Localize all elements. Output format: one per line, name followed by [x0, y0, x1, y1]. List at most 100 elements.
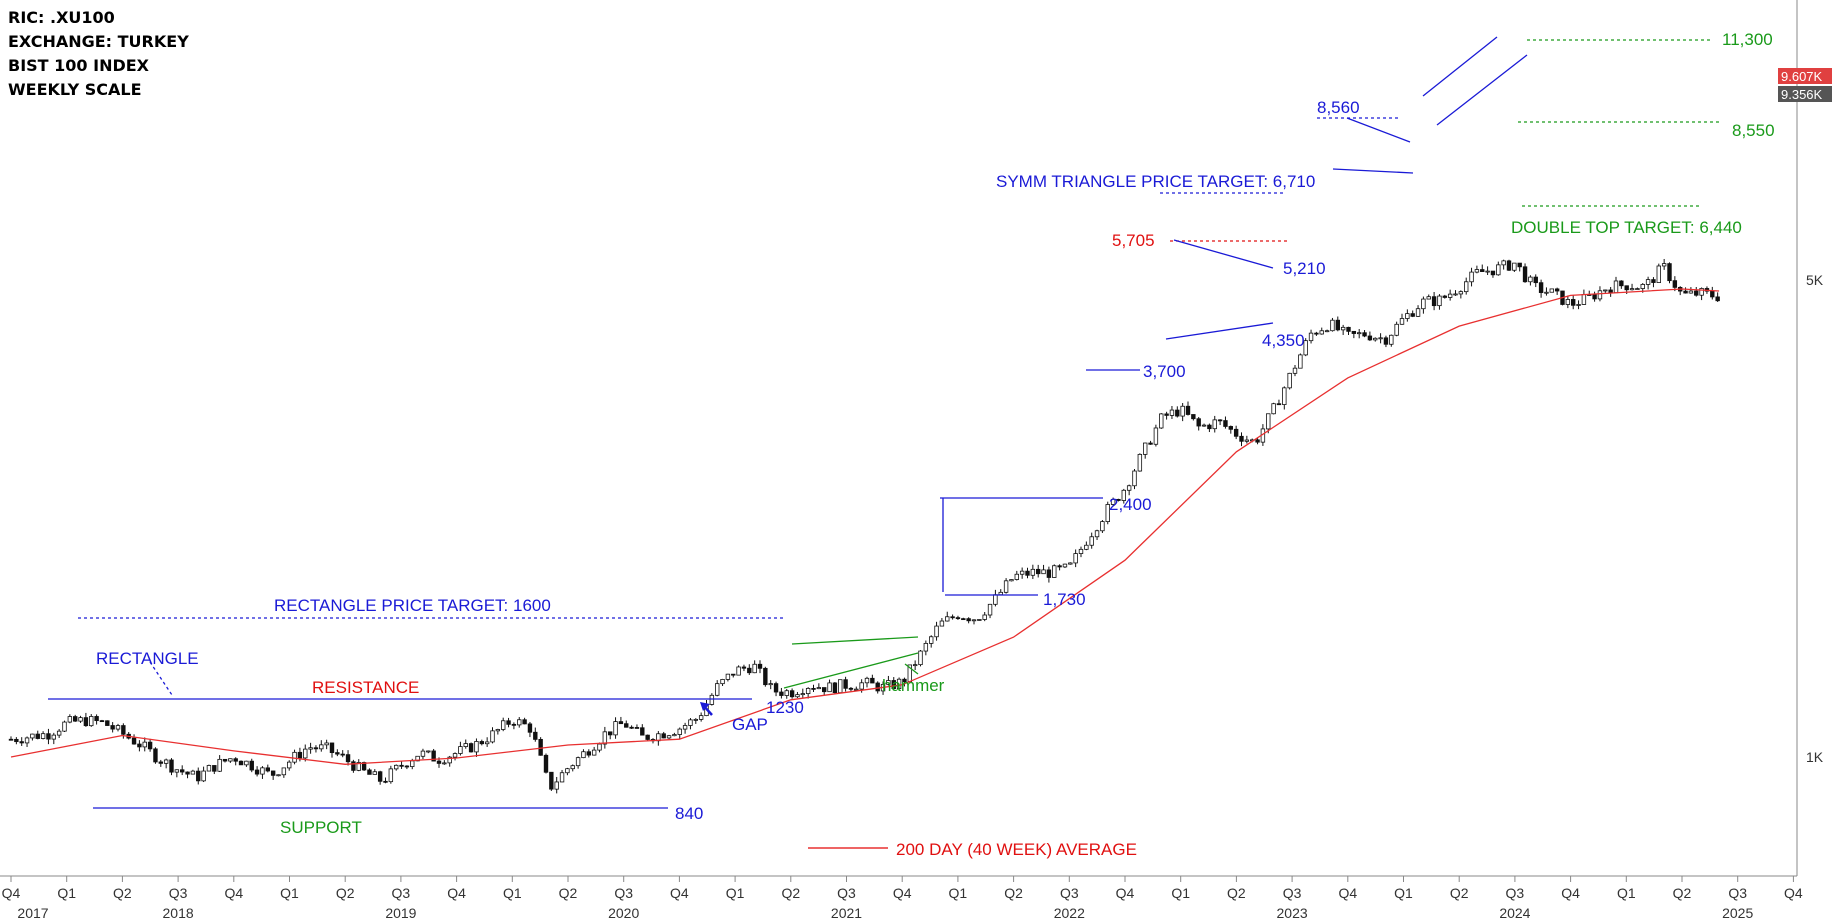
- candle-body: [822, 687, 827, 693]
- candle-body: [297, 751, 303, 759]
- label-11300: 11,300: [1722, 30, 1773, 49]
- x-tick-quarter: Q4: [670, 885, 689, 901]
- candle-body: [543, 754, 549, 773]
- candle-body: [1710, 290, 1715, 298]
- triangle-2023-upper: [1173, 239, 1274, 269]
- candle-body: [1330, 319, 1335, 332]
- candle-body: [838, 679, 843, 694]
- candle-body: [1410, 313, 1415, 317]
- label-symm-target: SYMM TRIANGLE PRICE TARGET: 6,710: [996, 172, 1315, 191]
- candle-body: [388, 768, 394, 783]
- candle-body: [1592, 294, 1597, 300]
- label-4350: 4,350: [1262, 331, 1305, 350]
- candle-body: [1597, 290, 1603, 300]
- candle-body: [1121, 489, 1126, 501]
- candle-body: [918, 650, 923, 666]
- x-tick-quarter: Q1: [726, 885, 745, 901]
- x-tick-quarter: Q2: [1450, 885, 1469, 901]
- candle-body: [196, 770, 201, 782]
- candle-body: [832, 682, 838, 694]
- candle-body: [763, 667, 768, 686]
- candle-body: [212, 765, 217, 772]
- candle-body: [1207, 424, 1212, 430]
- candle-body: [1185, 405, 1191, 415]
- candle-body: [35, 733, 40, 739]
- candle-body: [1089, 536, 1094, 546]
- candle-body: [1426, 296, 1431, 300]
- x-tick-quarter: Q2: [113, 885, 132, 901]
- x-tick-quarter: Q3: [392, 885, 411, 901]
- candle-body: [1201, 424, 1207, 427]
- y-tick-5k: 5K: [1806, 272, 1824, 288]
- candle-body: [1672, 280, 1678, 288]
- wedge-2024-lower: [1332, 168, 1414, 174]
- x-tick-year: 2022: [1054, 905, 1085, 921]
- candle-body: [677, 728, 682, 735]
- candle-body: [805, 687, 811, 695]
- candle-body: [351, 761, 356, 771]
- candle-body: [811, 687, 816, 690]
- candle-body: [1538, 282, 1544, 293]
- candle-body: [843, 679, 848, 689]
- candle-body: [14, 738, 19, 743]
- candle-body: [565, 768, 570, 774]
- candle-body: [1057, 565, 1062, 568]
- candle-body: [597, 743, 602, 751]
- gap-arrow-head: [700, 702, 710, 711]
- annotation-labels: RECTANGLE RESISTANCE SUPPORT RECTANGLE P…: [96, 30, 1775, 859]
- candle-body: [1522, 266, 1528, 283]
- candle-body: [682, 725, 688, 730]
- candle-body: [1041, 569, 1046, 575]
- candle-body: [1105, 504, 1110, 523]
- candle-body: [244, 760, 249, 766]
- label-rect-target: RECTANGLE PRICE TARGET: 1600: [274, 596, 551, 615]
- candle-body: [286, 761, 292, 769]
- candle-body: [1415, 308, 1421, 317]
- candle-body: [1175, 409, 1180, 417]
- candle-body: [1389, 334, 1394, 345]
- candle-body: [1715, 296, 1720, 302]
- candle-body: [1052, 565, 1057, 578]
- candle-body: [522, 719, 527, 725]
- candle-body: [292, 751, 297, 763]
- candle-body: [640, 727, 645, 736]
- candle-body: [945, 616, 950, 622]
- candle-body: [281, 767, 287, 776]
- candle-body: [1036, 568, 1041, 575]
- candle-body: [1373, 337, 1378, 341]
- candle-body: [1688, 290, 1694, 294]
- candle-body: [672, 734, 677, 737]
- label-5210: 5,210: [1283, 259, 1326, 278]
- candle-body: [634, 727, 640, 729]
- candle-body: [1624, 285, 1629, 291]
- candle-body: [1512, 262, 1517, 271]
- label-840: 840: [675, 804, 703, 823]
- candle-body: [613, 721, 618, 736]
- x-tick-quarter: Q1: [949, 885, 968, 901]
- label-gap: GAP: [732, 715, 768, 734]
- candle-body: [383, 780, 388, 783]
- x-tick-year: 2017: [17, 905, 48, 921]
- candle-body: [206, 765, 212, 772]
- label-8560: 8,560: [1317, 98, 1360, 117]
- candle-body: [859, 682, 864, 690]
- candle-body: [1217, 419, 1223, 422]
- candle-body: [1453, 293, 1458, 296]
- candle-body: [89, 716, 94, 727]
- candle-body: [1159, 413, 1164, 429]
- candle-body: [1244, 439, 1250, 442]
- candle-body: [1212, 419, 1217, 430]
- candle-body: [816, 687, 822, 690]
- candle-body: [1019, 570, 1025, 575]
- candle-body: [1126, 485, 1132, 491]
- candle-body: [308, 747, 313, 750]
- candle-body: [854, 688, 859, 691]
- candle-body: [1153, 427, 1159, 445]
- candle-body: [399, 764, 404, 767]
- candle-body: [1132, 470, 1137, 487]
- candle-body: [902, 678, 907, 683]
- candle-body: [1340, 326, 1346, 331]
- candle-body: [99, 720, 105, 723]
- candle-body: [1196, 418, 1201, 427]
- x-tick-quarter: Q4: [2, 885, 21, 901]
